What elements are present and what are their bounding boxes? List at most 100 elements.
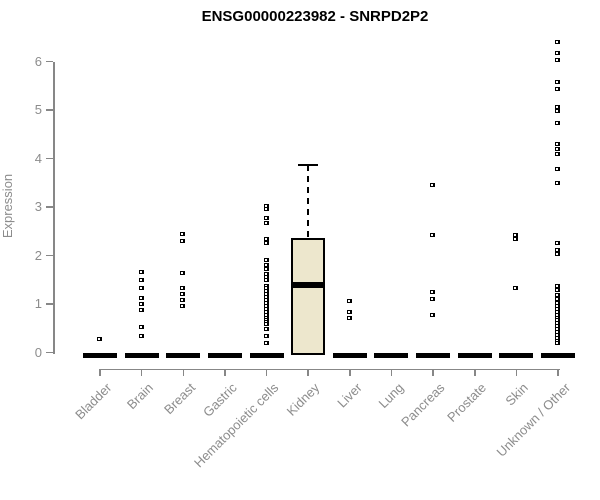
data-point [263,237,269,242]
data-point [180,238,186,243]
data-point [513,233,519,238]
data-point [555,51,561,56]
data-point [555,146,561,151]
x-axis-line [99,368,560,370]
x-tick [390,368,393,376]
data-point [180,298,186,303]
y-tick [46,254,53,257]
whisker-cap [298,164,319,167]
data-point [263,301,269,306]
zero-bar [207,352,242,358]
data-point [555,121,561,126]
data-point [555,40,561,45]
zero-bar [83,352,117,358]
data-point [263,283,269,288]
x-tick [140,368,143,376]
data-point [263,315,269,320]
y-tick-label: 4 [34,150,42,166]
data-point [555,306,561,311]
data-point [138,325,144,330]
data-point [555,80,561,85]
y-tick [46,60,53,63]
data-point [555,181,561,186]
data-point [263,303,269,308]
data-point [555,251,561,256]
data-point [263,286,269,291]
data-point [555,141,561,146]
data-point [263,312,269,317]
data-point [180,292,186,297]
zero-bar [249,352,284,358]
y-tick-label: 0 [34,344,42,360]
data-point [555,333,561,338]
data-point [555,108,561,113]
zero-bar [457,352,492,358]
data-point [263,275,269,280]
data-point [138,269,144,274]
data-point [513,285,519,290]
data-point [555,166,561,171]
data-point [97,336,102,341]
data-point [138,307,144,312]
x-tick [557,368,559,376]
zero-bar [374,352,409,358]
x-category-label: Gastric [199,380,240,420]
data-point [555,309,561,314]
data-point [263,298,269,303]
x-tick [432,368,434,376]
data-point [513,236,519,241]
box [291,238,326,356]
data-point [555,312,561,317]
data-point [263,204,269,209]
y-tick-label: 2 [34,247,42,263]
x-tick [515,368,518,376]
data-point [430,297,436,302]
data-point [263,333,269,338]
x-category-label: Unknown / Other [493,380,573,460]
data-point [263,241,269,246]
data-point [555,330,561,335]
median-line [291,281,326,288]
zero-bar [499,352,534,358]
data-point [138,302,144,306]
x-tick [182,368,185,376]
data-point [555,151,561,156]
data-point [263,263,269,268]
data-point [346,315,352,320]
data-point [263,267,269,272]
zero-bar [166,352,201,358]
data-point [263,258,269,263]
data-point [555,318,561,323]
x-category-label: Lung [375,380,407,412]
y-tick-label: 6 [34,53,42,69]
data-point [555,241,561,246]
y-tick [46,109,53,111]
whisker [307,165,310,239]
data-point [346,299,352,304]
data-point [263,340,269,345]
data-point [430,313,436,318]
data-point [263,220,269,225]
x-tick [99,368,101,376]
x-category-label: Pancreas [398,380,448,430]
x-category-label: Brain [124,380,157,413]
data-point [263,207,269,212]
y-tick-label: 3 [34,199,42,214]
data-point [555,104,561,109]
data-point [263,295,269,300]
data-point [263,309,269,314]
y-tick [46,351,53,354]
data-point [180,271,186,276]
data-point [263,289,269,294]
y-tick-label: 5 [34,102,42,117]
x-tick [307,368,309,376]
data-point [430,289,436,294]
x-tick [349,368,351,376]
data-point [555,335,561,340]
data-point [263,215,269,220]
x-tick [474,368,476,376]
y-tick-label: 1 [34,296,42,311]
data-point [138,334,144,339]
